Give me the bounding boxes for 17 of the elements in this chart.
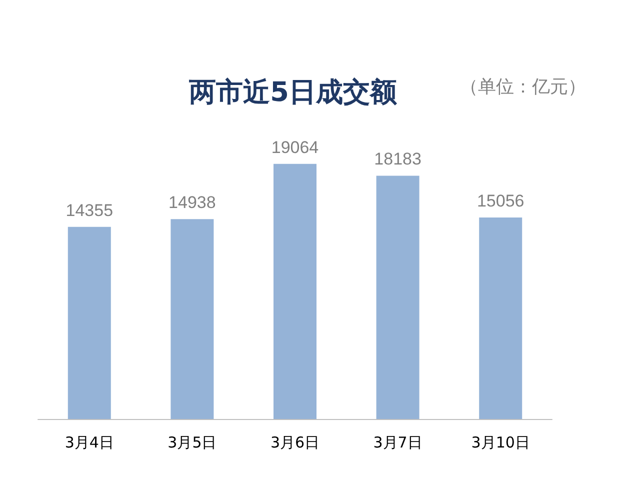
chart-title: 两市近5日成交额 (188, 77, 398, 108)
data-label: 18183 (374, 150, 422, 169)
x-tick-label: 3月7日 (373, 434, 422, 452)
bar (274, 164, 316, 419)
bar (479, 218, 522, 419)
text: （单位：亿元） (460, 76, 586, 98)
x-tick-label: 3月5日 (168, 434, 217, 452)
data-label: 14355 (66, 200, 114, 220)
x-tick-label: 3月6日 (270, 434, 320, 452)
data-label: 14938 (168, 193, 216, 212)
bar (376, 176, 420, 419)
x-tick-label: 3月10日 (471, 434, 530, 452)
data-label: 19064 (271, 138, 319, 157)
data-label: 15056 (476, 192, 524, 211)
x-tick-label: 3月4日 (64, 434, 114, 452)
bar (68, 226, 111, 419)
bar (170, 219, 214, 419)
